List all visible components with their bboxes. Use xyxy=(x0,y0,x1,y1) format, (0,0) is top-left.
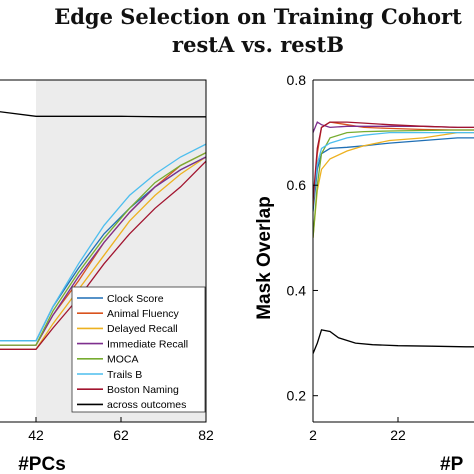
right-line-animal-fluency xyxy=(313,121,474,207)
right-x-tick-label: 22 xyxy=(390,427,406,443)
left-x-tick-label: 62 xyxy=(113,427,129,443)
right-line-trails-b xyxy=(313,131,474,202)
left-line-moca xyxy=(0,152,206,346)
left-line-delayed-recall xyxy=(0,156,206,350)
left-x-tick-label: 42 xyxy=(28,427,44,443)
legend-label-trails-b: Trails B xyxy=(107,369,142,381)
left-axes-frame xyxy=(0,79,207,423)
left-line-across-outcomes xyxy=(0,111,206,118)
legend-label-boston-naming: Boston Naming xyxy=(107,384,179,396)
legend-label-delayed-recall: Delayed Recall xyxy=(107,323,178,335)
legend-label-immediate-recall: Immediate Recall xyxy=(107,338,188,350)
figure-title-line2: restA vs. restB xyxy=(172,32,344,57)
right-y-tick-label: 0.6 xyxy=(287,177,307,193)
right-ticks: 0.20.40.60.82224 xyxy=(287,72,406,443)
right-line-boston-naming xyxy=(313,121,474,202)
right-y-tick-label: 0.2 xyxy=(287,388,307,404)
right-line-across-outcomes xyxy=(313,329,474,354)
right-line-delayed-recall xyxy=(313,131,474,238)
right-x-tick-label: 2 xyxy=(309,427,317,443)
right-y-tick-label: 0.4 xyxy=(287,282,307,298)
right-series-group xyxy=(313,121,474,354)
legend-label-moca: MOCA xyxy=(107,354,139,366)
left-x-tick-label: 82 xyxy=(198,427,214,443)
left-line-boston-naming xyxy=(0,160,206,350)
left-series-group xyxy=(0,111,206,350)
legend-label-animal-fluency: Animal Fluency xyxy=(107,308,180,320)
legend: Clock Score Animal Fluency Delayed Recall I… xyxy=(71,286,206,413)
right-y-tick-label: 0.8 xyxy=(287,72,307,88)
legend-label-clock-score: Clock Score xyxy=(107,293,164,305)
figure-title-line1: Edge Selection on Training Cohort xyxy=(54,4,462,29)
legend-box xyxy=(71,286,206,413)
left-ticks: 42 62 82 xyxy=(28,417,214,443)
right-x-axis-label: #P xyxy=(440,454,464,474)
right-axes-frame xyxy=(312,79,474,423)
right-line-clock-score xyxy=(313,137,474,212)
left-line-trails-b xyxy=(0,143,206,342)
right-line-moca xyxy=(313,129,474,238)
legend-label-across-outcomes: across outcomes xyxy=(107,399,186,411)
right-y-axis-label: Mask Overlap xyxy=(254,196,275,320)
left-x-axis-label: #PCs xyxy=(18,454,66,474)
left-panel: 42 62 82 #PCs Clock Score Animal Fluency Del… xyxy=(0,79,214,474)
right-panel: 0.20.40.60.82224 Mask Overlap #P xyxy=(254,72,474,474)
